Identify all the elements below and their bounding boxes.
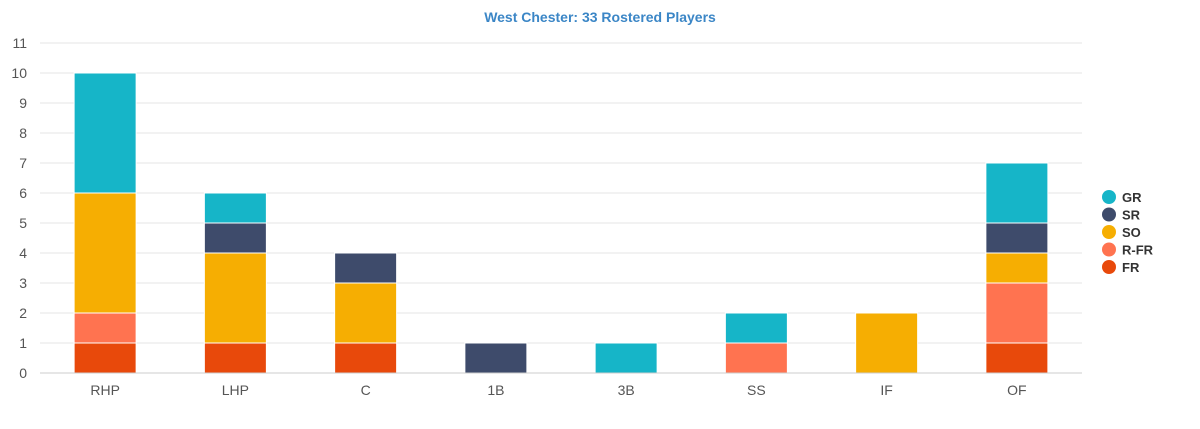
bar-segment-so-lhp[interactable] (203, 252, 267, 344)
legend-item-fr[interactable]: FR (1102, 260, 1140, 275)
x-tick-label: 3B (618, 382, 635, 398)
x-tick-label: SS (747, 382, 766, 398)
bar-segment-sr-of[interactable] (985, 222, 1049, 254)
legend-swatch (1102, 207, 1116, 222)
x-tick-label: LHP (222, 382, 249, 398)
legend-item-r-fr[interactable]: R-FR (1102, 242, 1154, 258)
bar-segment-fr-of[interactable] (985, 342, 1049, 374)
y-tick-label: 9 (19, 95, 27, 111)
chart-title: West Chester: 33 Rostered Players (484, 9, 716, 25)
legend[interactable]: GR SR SO R-FR FR (1102, 190, 1154, 275)
legend-swatch (1102, 242, 1116, 257)
y-axis: 0 1 2 3 4 5 6 7 8 9 10 11 (11, 35, 27, 381)
gridlines (40, 42, 1082, 344)
y-tick-label: 4 (19, 245, 27, 261)
bar-segment-so-of[interactable] (985, 252, 1049, 284)
legend-swatch (1102, 260, 1116, 274)
bar-segment-r-fr-rhp[interactable] (73, 312, 137, 344)
x-tick-label: OF (1007, 382, 1026, 398)
legend-swatch (1102, 225, 1116, 239)
bar-segment-r-fr-of[interactable] (985, 282, 1049, 344)
bar-segment-sr-1b[interactable] (464, 342, 528, 374)
bar-segment-fr-c[interactable] (334, 342, 398, 374)
x-tick-label: IF (880, 382, 892, 398)
bars (73, 72, 1049, 374)
legend-label: SO (1122, 225, 1141, 240)
legend-label: FR (1122, 260, 1140, 275)
y-tick-label: 11 (12, 35, 27, 51)
bar-segment-so-if[interactable] (855, 312, 919, 374)
y-tick-label: 8 (19, 125, 27, 141)
bar-segment-gr-ss[interactable] (724, 312, 788, 344)
x-tick-label: RHP (90, 382, 120, 398)
legend-label: GR (1122, 190, 1142, 205)
x-tick-label: C (361, 382, 371, 398)
bar-segment-r-fr-ss[interactable] (724, 342, 788, 374)
legend-item-sr[interactable]: SR (1102, 207, 1141, 223)
bar-segment-gr-rhp[interactable] (73, 72, 137, 194)
bar-segment-gr-lhp[interactable] (203, 192, 267, 224)
x-tick-label: 1B (487, 382, 504, 398)
y-tick-label: 5 (19, 215, 27, 231)
y-tick-label: 0 (19, 365, 27, 381)
legend-item-gr[interactable]: GR (1102, 190, 1142, 205)
y-tick-label: 6 (19, 185, 27, 201)
bar-segment-fr-lhp[interactable] (203, 342, 267, 374)
legend-label: SR (1122, 208, 1141, 223)
bar-segment-so-c[interactable] (334, 282, 398, 344)
bar-segment-gr-of[interactable] (985, 162, 1049, 224)
legend-item-so[interactable]: SO (1102, 225, 1141, 240)
y-tick-label: 1 (19, 335, 27, 351)
bar-segment-sr-lhp[interactable] (203, 222, 267, 254)
bar-segment-fr-rhp[interactable] (73, 342, 137, 374)
y-tick-label: 7 (19, 155, 27, 171)
legend-swatch (1102, 190, 1116, 204)
legend-label: R-FR (1122, 243, 1154, 258)
bar-segment-gr-3b[interactable] (594, 342, 658, 374)
bar-segment-so-rhp[interactable] (73, 192, 137, 314)
y-tick-label: 10 (11, 65, 27, 81)
x-axis: RHP LHP C 1B 3B SS IF OF (40, 372, 1082, 398)
y-tick-label: 2 (19, 305, 27, 321)
y-tick-label: 3 (19, 275, 27, 291)
bar-segment-sr-c[interactable] (334, 252, 398, 284)
